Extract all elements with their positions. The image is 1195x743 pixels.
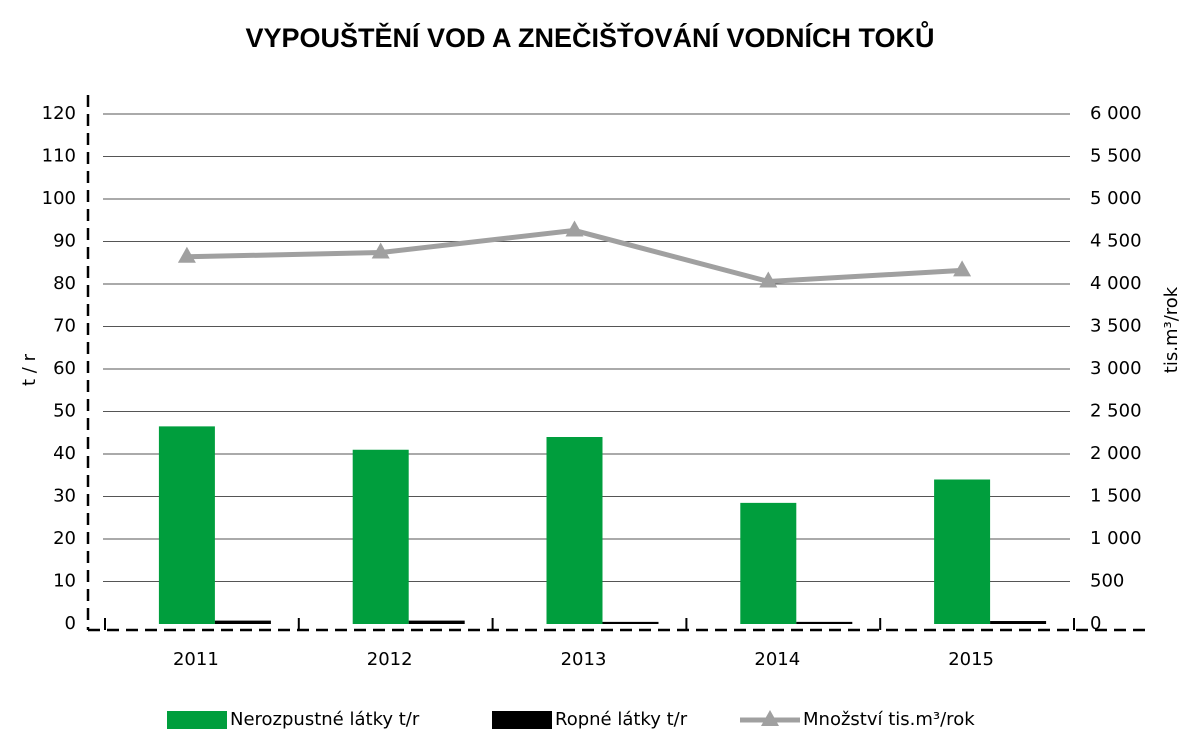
- bar: [214, 620, 271, 624]
- legend-marker: [761, 710, 779, 726]
- y-tick-label: 30: [53, 486, 76, 507]
- x-tick-label: 2012: [367, 649, 413, 670]
- x-tick-label: 2015: [948, 649, 994, 670]
- line-marker: [953, 260, 972, 277]
- y-tick-label: 90: [53, 231, 76, 252]
- line-marker: [177, 246, 196, 263]
- bar: [796, 621, 853, 624]
- bar: [546, 437, 603, 624]
- legend-swatch: [492, 711, 552, 729]
- y-tick-label: 70: [53, 316, 76, 337]
- x-tick-label: 2011: [173, 649, 219, 670]
- y2-tick-label: 6 000: [1090, 103, 1142, 124]
- bar: [352, 449, 409, 624]
- line-marker: [371, 242, 390, 259]
- y-tick-label: 100: [42, 188, 76, 209]
- y-tick-label: 80: [53, 273, 76, 294]
- line-marker: [759, 271, 778, 288]
- x-tick-label: 2014: [754, 649, 800, 670]
- y-axis-label: t / r: [19, 353, 40, 386]
- line-marker: [565, 220, 584, 237]
- y2-tick-label: 4 500: [1090, 231, 1142, 252]
- bar: [408, 620, 465, 624]
- y2-tick-label: 5 500: [1090, 146, 1142, 167]
- y2-tick-label: 1 500: [1090, 486, 1142, 507]
- y2-tick-label: 2 500: [1090, 401, 1142, 422]
- bar: [158, 426, 215, 624]
- y-tick-label: 40: [53, 443, 76, 464]
- y-tick-label: 120: [42, 103, 76, 124]
- legend-label: Množství tis.m³/rok: [803, 709, 975, 730]
- y-tick-label: 0: [65, 613, 76, 634]
- y-tick-label: 110: [42, 146, 76, 167]
- x-tick-label: 2013: [561, 649, 607, 670]
- y2-axis-label: tis.m³/rok: [1161, 286, 1182, 373]
- y2-tick-label: 5 000: [1090, 188, 1142, 209]
- legend-label: Nerozpustné látky t/r: [230, 709, 420, 730]
- y2-tick-label: 4 000: [1090, 273, 1142, 294]
- chart-title: VYPOUŠTĚNÍ VOD A ZNEČIŠŤOVÁNÍ VODNÍCH TO…: [245, 20, 934, 53]
- y-tick-label: 20: [53, 528, 76, 549]
- y-tick-label: 50: [53, 401, 76, 422]
- legend-swatch: [167, 711, 227, 729]
- y2-tick-label: 3 000: [1090, 358, 1142, 379]
- y-tick-label: 10: [53, 571, 76, 592]
- bar: [934, 479, 991, 624]
- y2-tick-label: 3 500: [1090, 316, 1142, 337]
- line: [186, 227, 963, 284]
- y2-tick-label: 1 000: [1090, 528, 1142, 549]
- y2-tick-label: 500: [1090, 571, 1124, 592]
- y2-tick-label: 2 000: [1090, 443, 1142, 464]
- bar: [740, 502, 797, 624]
- bar: [602, 621, 659, 624]
- y2-tick-label: 0: [1090, 613, 1101, 634]
- legend-label: Ropné látky t/r: [555, 709, 688, 730]
- y-tick-label: 60: [53, 358, 76, 379]
- bar: [990, 621, 1047, 624]
